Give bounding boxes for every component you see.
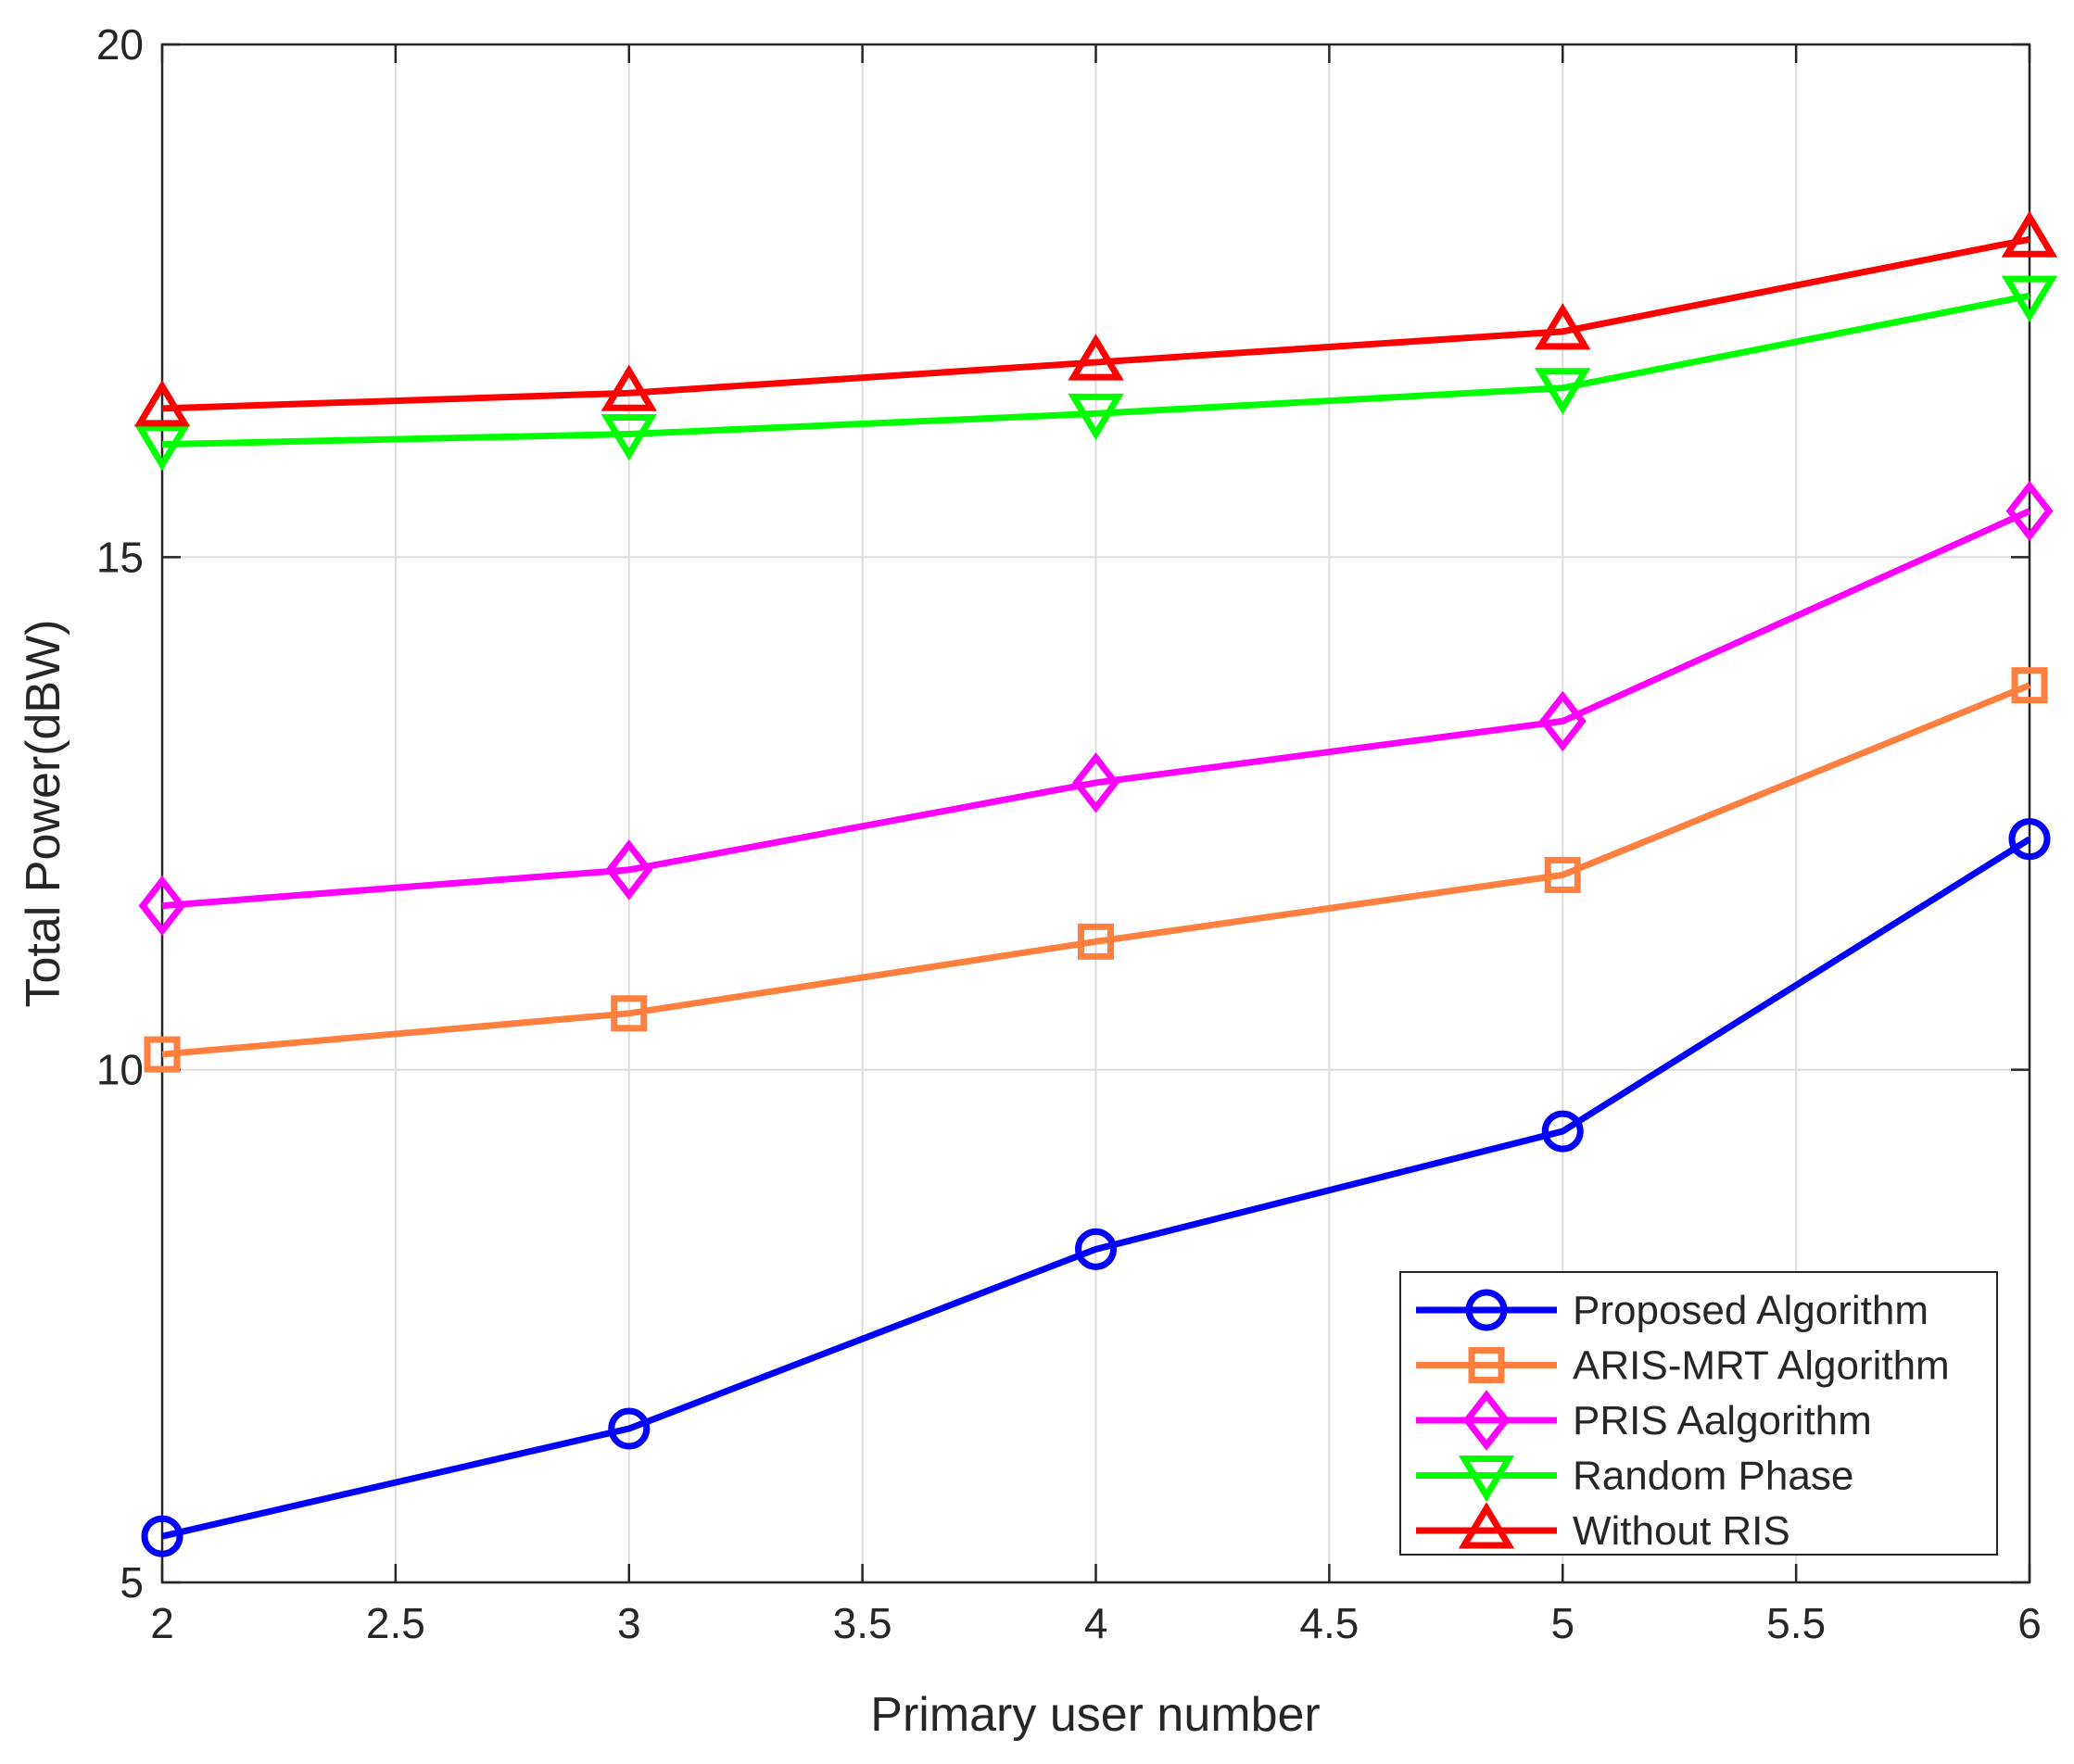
- legend-label: Without RIS: [1573, 1508, 1790, 1554]
- series-5: [133, 210, 2058, 427]
- legend-marker: [1458, 1502, 1515, 1549]
- data-point: [2011, 667, 2048, 704]
- data-point: [1068, 334, 1124, 381]
- data-point: [1544, 856, 1581, 893]
- data-point: [2001, 210, 2058, 258]
- legend-label: Proposed Algorithm: [1573, 1288, 1929, 1333]
- data-point: [1538, 690, 1587, 752]
- x-tick-label: 5.5: [1766, 1599, 1826, 1647]
- series-line: [161, 235, 2030, 412]
- legend-entry: PRIS Aalgorithm: [1416, 1390, 1872, 1451]
- series-line: [161, 836, 2031, 1540]
- x-tick-label: 2.5: [366, 1599, 425, 1647]
- data-point: [1075, 1228, 1117, 1270]
- legend-marker: [1458, 1455, 1515, 1503]
- data-point: [144, 1036, 181, 1073]
- series-line: [161, 682, 2031, 1058]
- data-point: [608, 1407, 651, 1450]
- series-4: [133, 275, 2058, 472]
- axis-ticks: 2 2.5 3 3.5 4 4.5 5 5.5 6 5 10 15 20: [96, 20, 2042, 1647]
- legend-entry: Without RIS: [1416, 1502, 1790, 1554]
- data-point: [133, 424, 191, 472]
- x-tick-label: 5: [1550, 1599, 1574, 1647]
- legend-marker: [1465, 1289, 1508, 1331]
- x-tick-label: 2: [150, 1599, 174, 1647]
- y-tick-label: 20: [96, 20, 144, 69]
- legend-label: ARIS-MRT Algorithm: [1573, 1343, 1950, 1389]
- y-tick-label: 15: [96, 533, 144, 581]
- series-line: [161, 292, 2030, 448]
- data-point: [1541, 1110, 1584, 1153]
- series-line: [161, 508, 2031, 910]
- x-tick-label: 3: [617, 1599, 641, 1647]
- x-tick-label: 4.5: [1299, 1599, 1359, 1647]
- x-tick-label: 3.5: [833, 1599, 892, 1647]
- series-2: [144, 667, 2048, 1073]
- data-point: [611, 995, 648, 1032]
- data-point: [1068, 393, 1124, 441]
- legend-entry: Proposed Algorithm: [1416, 1288, 1929, 1333]
- series-3: [138, 480, 2054, 937]
- x-tick-label: 6: [2017, 1599, 2042, 1647]
- legend-entry: ARIS-MRT Algorithm: [1416, 1343, 1950, 1389]
- data-point: [138, 875, 186, 937]
- data-point: [601, 414, 657, 461]
- x-axis-label: Primary user number: [870, 1688, 1320, 1742]
- legend-marker: [1468, 1347, 1505, 1383]
- data-point: [2008, 818, 2051, 861]
- legend-entry: Random Phase: [1416, 1454, 1853, 1503]
- y-tick-label: 5: [120, 1558, 144, 1606]
- series-group: [133, 210, 2058, 1557]
- data-point: [1072, 752, 1119, 813]
- data-point: [2001, 275, 2058, 322]
- data-point: [601, 364, 657, 411]
- data-point: [133, 380, 191, 427]
- data-point: [1078, 923, 1114, 960]
- data-point: [2005, 480, 2054, 542]
- data-point: [141, 1515, 183, 1557]
- y-axis-label: Total Power(dBW): [17, 620, 70, 1008]
- legend-label: PRIS Aalgorithm: [1573, 1398, 1872, 1443]
- legend-marker: [1462, 1390, 1511, 1451]
- data-point: [1535, 303, 1591, 350]
- data-point: [605, 839, 653, 901]
- legend: Proposed Algorithm ARIS-MRT Algorithm PRIS…: [1399, 1271, 1998, 1556]
- y-tick-label: 10: [96, 1046, 144, 1094]
- series-1: [141, 818, 2051, 1557]
- legend-label: Random Phase: [1573, 1454, 1853, 1499]
- data-point: [1535, 368, 1591, 415]
- x-tick-label: 4: [1084, 1599, 1108, 1647]
